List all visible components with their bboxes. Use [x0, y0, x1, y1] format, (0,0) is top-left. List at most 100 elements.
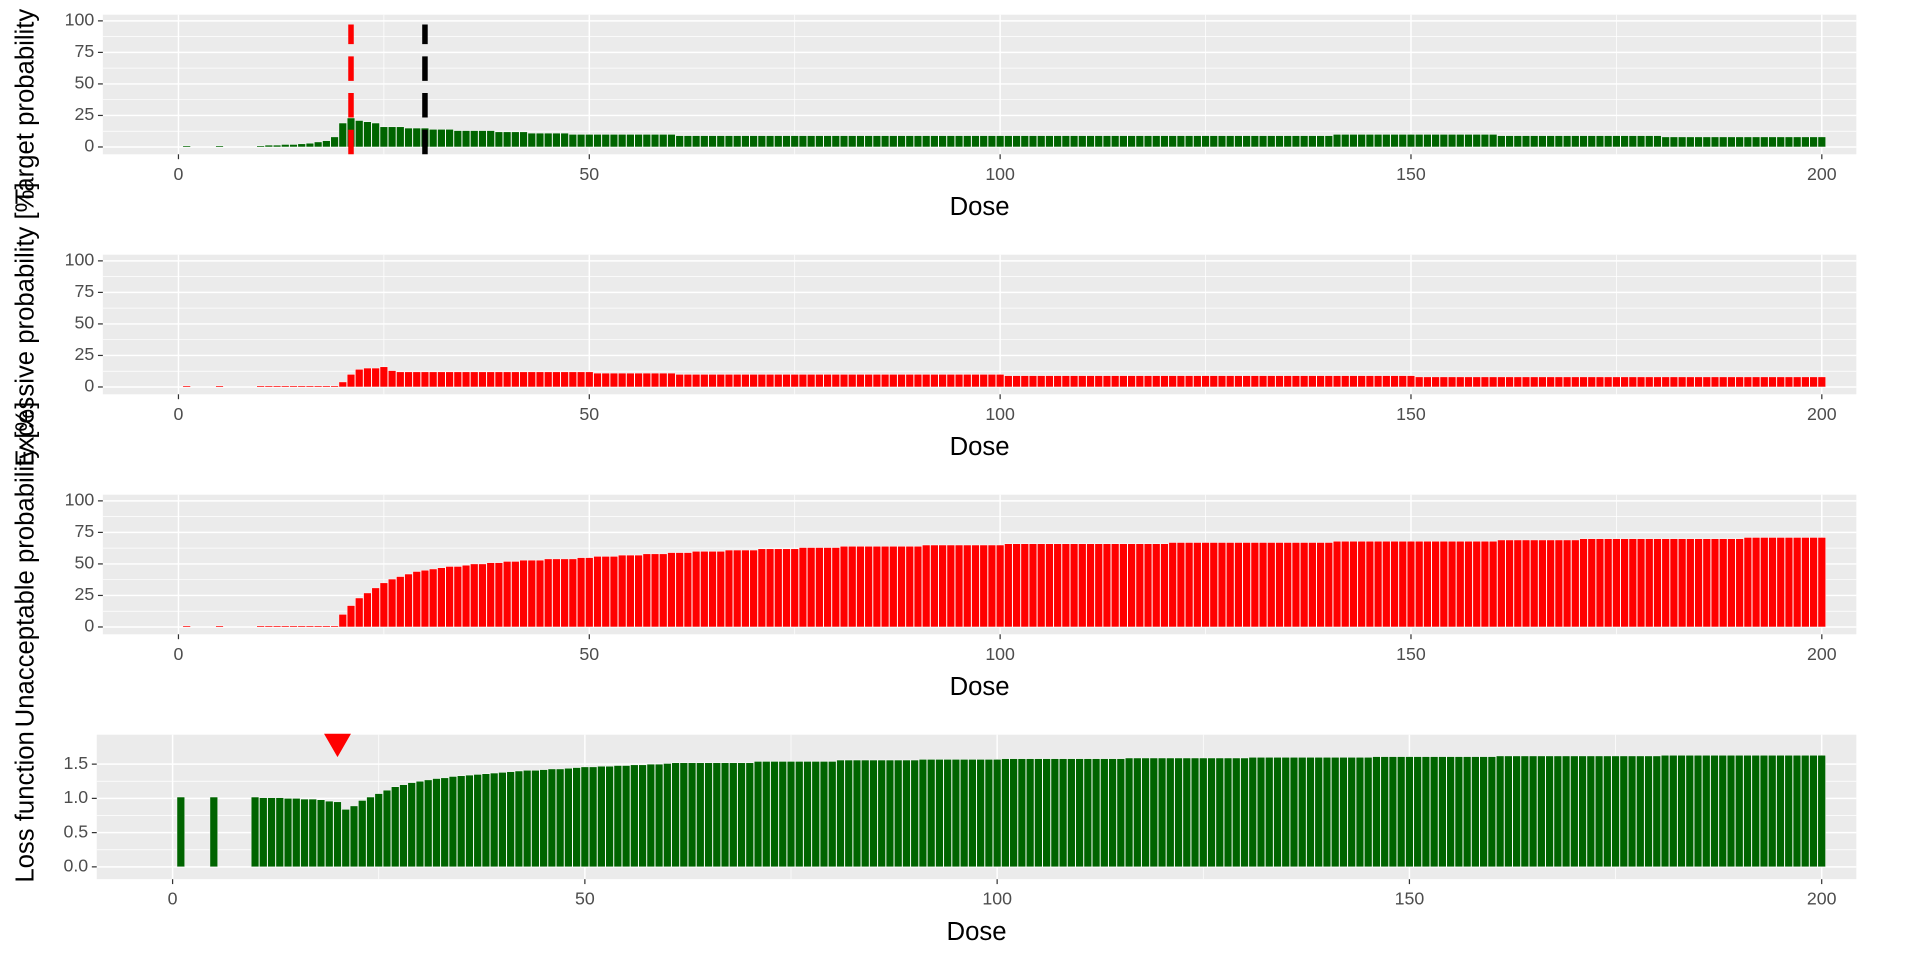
- bar: [1743, 136, 1752, 148]
- bar: [963, 135, 972, 148]
- bar: [968, 759, 977, 868]
- bar: [1034, 758, 1043, 868]
- bar: [1382, 375, 1391, 388]
- y-tick-label: 75: [75, 281, 95, 301]
- bar: [1316, 375, 1325, 388]
- bar: [889, 374, 898, 388]
- bar: [1793, 376, 1802, 388]
- y-tick-label: 1.5: [63, 753, 88, 773]
- bar: [535, 371, 545, 388]
- bar: [1234, 375, 1243, 388]
- bar: [585, 557, 594, 628]
- bar: [283, 798, 293, 868]
- bar: [297, 143, 306, 148]
- bar: [1190, 757, 1200, 868]
- bar: [971, 135, 980, 148]
- bar: [281, 144, 290, 148]
- y-tick-label: 50: [75, 73, 95, 93]
- bar: [700, 135, 709, 148]
- bar: [363, 121, 372, 148]
- bar: [872, 546, 881, 628]
- bar: [618, 372, 627, 388]
- bar: [1743, 376, 1752, 388]
- bar: [1554, 135, 1563, 148]
- bar: [1124, 757, 1134, 868]
- bar: [1710, 136, 1720, 148]
- bar: [1176, 542, 1186, 628]
- bar: [1176, 135, 1186, 148]
- bar: [379, 126, 388, 148]
- bar: [1226, 135, 1235, 148]
- bar: [1570, 755, 1579, 868]
- bar: [1456, 134, 1465, 148]
- bar: [790, 374, 799, 388]
- bar: [1562, 539, 1572, 628]
- bar: [1357, 540, 1366, 628]
- bar: [1561, 755, 1571, 868]
- bar: [437, 371, 446, 388]
- bar: [687, 762, 697, 868]
- bar: [749, 135, 758, 148]
- bar: [1217, 542, 1227, 628]
- bar: [552, 132, 561, 148]
- bar: [852, 759, 862, 868]
- bar: [420, 569, 430, 628]
- bar: [322, 140, 331, 148]
- bar: [1232, 757, 1241, 868]
- bar: [979, 374, 988, 388]
- bar: [544, 132, 553, 148]
- bar: [897, 135, 906, 148]
- optimal-dose-marker: [324, 733, 351, 758]
- bar: [1505, 539, 1514, 628]
- bar: [259, 797, 268, 868]
- bar: [1341, 540, 1350, 628]
- bar: [1628, 376, 1637, 388]
- bar: [445, 566, 454, 628]
- bar: [1028, 375, 1038, 388]
- bar: [1652, 755, 1661, 868]
- x-tick-label: 50: [579, 644, 599, 664]
- bar: [1250, 375, 1259, 388]
- bar: [782, 135, 791, 148]
- bar: [1578, 755, 1587, 868]
- bars: [182, 366, 1826, 388]
- bar: [1817, 754, 1826, 868]
- bar: [733, 374, 742, 388]
- bar: [289, 144, 298, 148]
- bar: [1094, 135, 1103, 148]
- bar: [683, 552, 693, 628]
- bar: [1094, 375, 1103, 388]
- bar: [1045, 375, 1054, 388]
- bar: [1479, 756, 1488, 868]
- bar: [1505, 135, 1514, 148]
- bar: [1075, 758, 1084, 868]
- bar: [407, 782, 416, 868]
- bar: [1141, 757, 1150, 868]
- bar: [314, 385, 323, 388]
- x-tick-label: 200: [1807, 164, 1837, 184]
- bar: [535, 132, 545, 148]
- bar: [1413, 756, 1422, 868]
- bar: [1127, 543, 1136, 628]
- bar: [930, 374, 939, 388]
- bar: [650, 134, 660, 148]
- bar: [987, 544, 997, 628]
- bar: [1067, 758, 1076, 868]
- bar: [1784, 754, 1793, 868]
- bar: [568, 558, 577, 628]
- bar: [1439, 540, 1448, 628]
- bar: [659, 372, 668, 388]
- bar: [371, 122, 380, 148]
- bar: [1644, 755, 1653, 868]
- bar: [1061, 375, 1070, 388]
- bar: [1801, 376, 1810, 388]
- bar: [1322, 757, 1332, 868]
- bar: [316, 799, 326, 868]
- bar: [1446, 756, 1455, 868]
- bar: [1217, 135, 1227, 148]
- bar: [922, 135, 931, 148]
- bar: [1456, 376, 1465, 388]
- bar: [527, 132, 536, 148]
- bar: [700, 551, 709, 628]
- bar: [1595, 135, 1605, 148]
